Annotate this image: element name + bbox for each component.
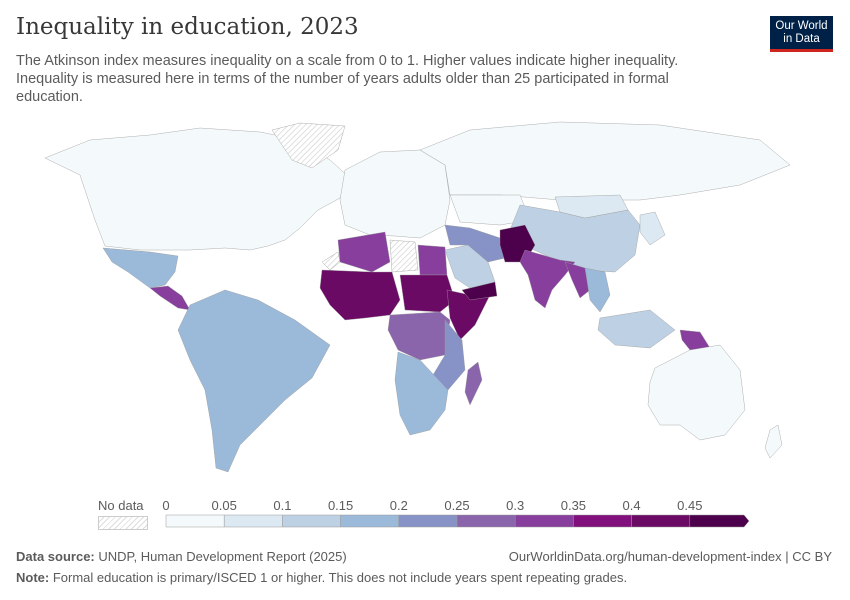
region-russia[interactable] xyxy=(419,121,791,201)
legend-bin[interactable] xyxy=(573,514,632,528)
source-text: UNDP, Human Development Report (2025) xyxy=(98,549,347,564)
region-mainland-southeast-asia[interactable] xyxy=(584,267,611,313)
legend-tick-label: 0.1 xyxy=(273,498,292,513)
logo-line2: in Data xyxy=(783,33,820,45)
region-mongolia[interactable] xyxy=(554,194,629,219)
region-central-america[interactable] xyxy=(149,285,191,311)
region-central-africa[interactable] xyxy=(387,311,451,361)
legend-no-data-label: No data xyxy=(98,498,144,513)
legend-bin[interactable] xyxy=(165,514,225,528)
region-mexico[interactable] xyxy=(102,247,179,289)
legend-tick-label: 0.05 xyxy=(211,498,237,513)
legend-bin[interactable] xyxy=(223,514,283,528)
owid-logo[interactable]: Our World in Data xyxy=(770,16,833,52)
region-new-zealand[interactable] xyxy=(764,424,783,459)
note-text: Formal education is primary/ISCED 1 or h… xyxy=(52,570,628,585)
region-southern-africa[interactable] xyxy=(394,351,449,436)
data-source: Data source: UNDP, Human Development Rep… xyxy=(16,549,347,564)
legend-tick-label: 0.25 xyxy=(444,498,470,513)
source-label: Data source: xyxy=(16,549,95,564)
region-australia[interactable] xyxy=(647,344,746,441)
chart-subtitle: The Atkinson index measures inequality o… xyxy=(16,53,679,105)
region-greenland[interactable] xyxy=(271,122,346,169)
note-label: Note: xyxy=(16,570,50,585)
region-libya[interactable] xyxy=(389,239,419,273)
region-egypt[interactable] xyxy=(417,244,448,276)
region-myanmar-bangladesh[interactable] xyxy=(564,261,591,299)
legend-bin[interactable] xyxy=(689,514,750,528)
region-papua-new-guinea[interactable] xyxy=(679,329,711,351)
region-madagascar[interactable] xyxy=(464,361,483,406)
legend-tick-label: 0.15 xyxy=(327,498,354,513)
source-url[interactable]: OurWorldinData.org/human-development-ind… xyxy=(508,549,832,564)
legend-tick-label: 0.2 xyxy=(389,498,408,513)
legend-color-bar xyxy=(165,514,750,528)
region-japan-korea[interactable] xyxy=(639,211,666,246)
region-europe[interactable] xyxy=(339,149,451,239)
region-north-africa[interactable] xyxy=(337,231,391,273)
note: Note: Formal education is primary/ISCED … xyxy=(16,570,627,585)
legend-tick-label: 0.4 xyxy=(622,498,641,513)
legend-tick-label: 0 xyxy=(162,498,170,513)
legend-tick-label: 0.3 xyxy=(506,498,525,513)
legend-tick-label: 0.35 xyxy=(560,498,587,513)
region-north-america-canada-usa[interactable] xyxy=(44,127,351,251)
legend-bin[interactable] xyxy=(631,514,691,528)
region-iran-iraq[interactable] xyxy=(444,224,506,263)
region-west-africa-sahel[interactable] xyxy=(319,269,401,321)
region-sudan-chad[interactable] xyxy=(399,274,456,313)
legend-bin[interactable] xyxy=(398,514,458,528)
world-map xyxy=(44,121,791,473)
region-western-sahara[interactable] xyxy=(321,251,341,271)
region-india[interactable] xyxy=(519,249,576,309)
region-south-america[interactable] xyxy=(177,289,331,473)
region-maritime-southeast-asia[interactable] xyxy=(597,309,676,349)
legend-bin[interactable] xyxy=(282,514,341,528)
legend-bin[interactable] xyxy=(514,514,574,528)
legend-bin[interactable] xyxy=(340,514,400,528)
chart-title: Inequality in education, 2023 xyxy=(16,14,359,40)
logo-line1: Our World xyxy=(775,20,828,32)
region-yemen[interactable] xyxy=(461,281,498,301)
legend-no-data-swatch xyxy=(98,516,148,530)
legend-bin[interactable] xyxy=(456,514,516,528)
legend-tick-label: 0.45 xyxy=(677,498,703,513)
